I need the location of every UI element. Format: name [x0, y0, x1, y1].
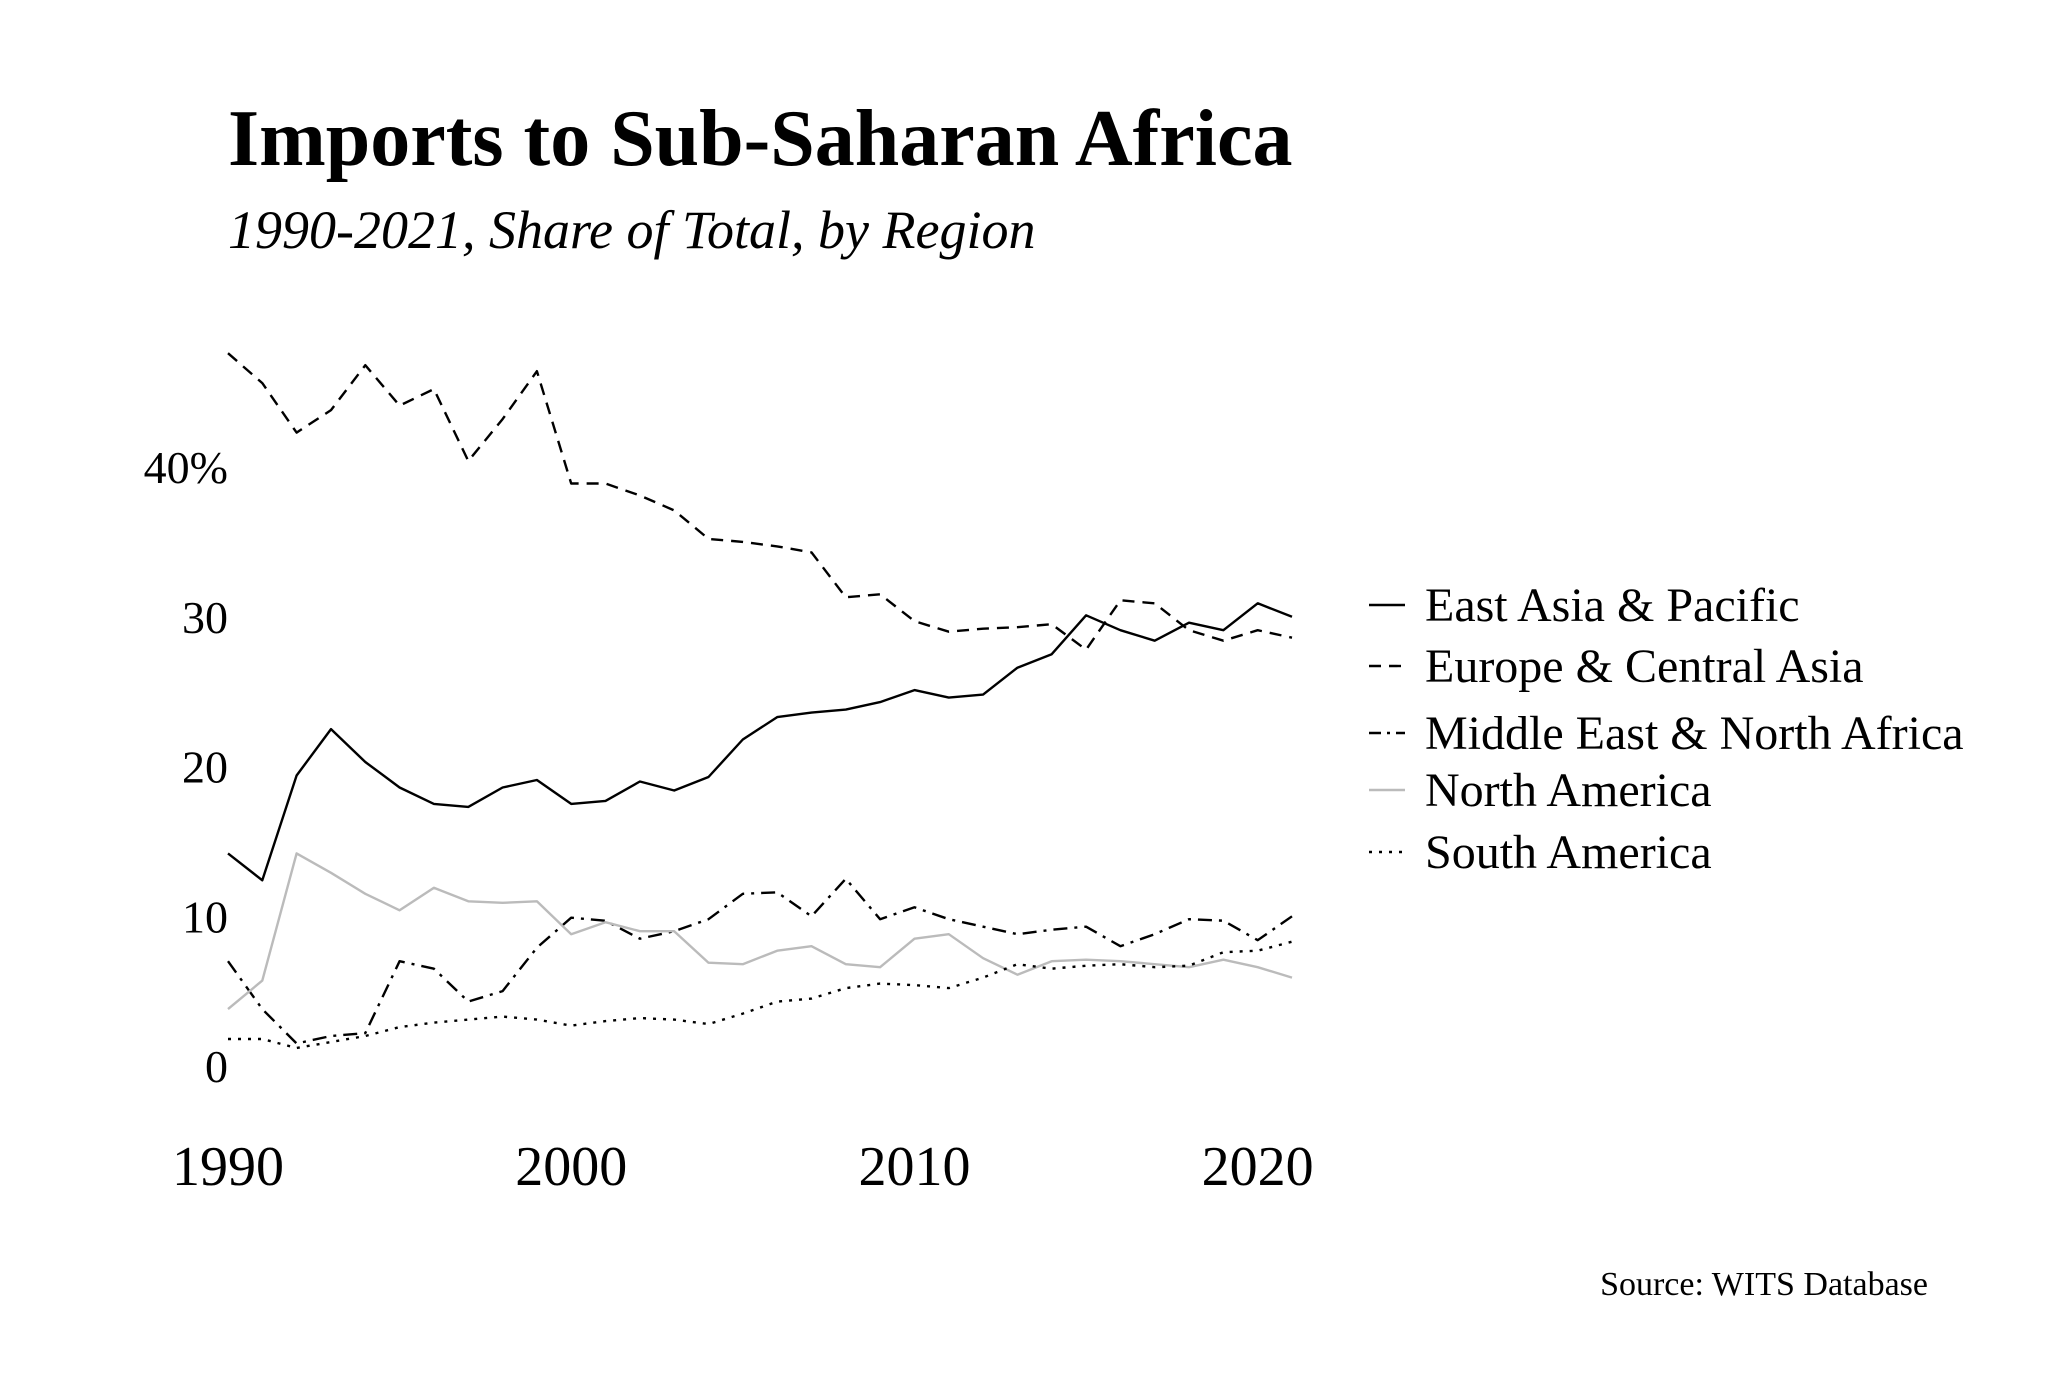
x-tick-label: 2010: [858, 1136, 970, 1198]
y-tick-label: 30: [182, 592, 228, 643]
series-line-2: [227, 352, 1293, 651]
y-tick-label: 20: [182, 742, 228, 793]
legend-label: East Asia & Pacific: [1425, 579, 1800, 632]
x-axis-ticks: 1990 2000 2010 2020: [172, 1136, 1314, 1198]
legend: East Asia & Pacific Europe & Central Asia…: [1369, 579, 1964, 879]
series-lines: [227, 352, 1293, 1050]
series-line-4: [227, 852, 1293, 1011]
legend-label: Middle East & North Africa: [1425, 707, 1964, 760]
series-line-1: [227, 602, 1293, 882]
source-note: Source: WITS Database: [1600, 1266, 1928, 1303]
legend-label: Europe & Central Asia: [1425, 640, 1864, 693]
series-line-5: [228, 940, 1293, 1050]
y-tick-label: 0: [205, 1041, 228, 1092]
series-line-3: [227, 877, 1293, 1045]
y-tick-label: 40%: [144, 442, 228, 493]
y-axis-ticks: 0 10 20 30 40%: [144, 442, 228, 1092]
y-tick-label: 10: [182, 891, 228, 942]
x-tick-label: 2000: [515, 1136, 627, 1198]
x-tick-label: 2020: [1202, 1136, 1314, 1198]
chart-title: Imports to Sub-Saharan Africa: [228, 95, 1293, 183]
legend-label: South America: [1425, 826, 1712, 879]
x-tick-label: 1990: [172, 1136, 284, 1198]
chart-subtitle: 1990-2021, Share of Total, by Region: [228, 200, 1035, 260]
legend-label: North America: [1425, 764, 1712, 817]
